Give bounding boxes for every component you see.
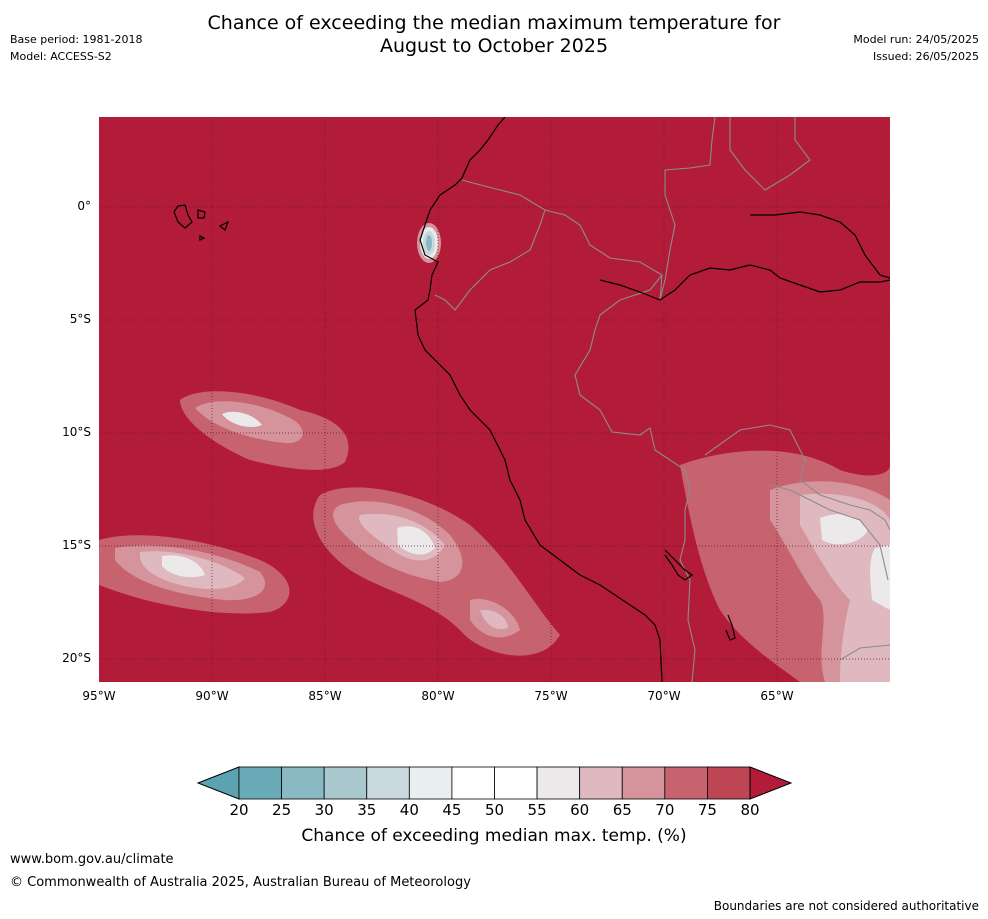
lon-label-90w: 90°W bbox=[195, 689, 229, 703]
disclaimer-text: Boundaries are not considered authoritat… bbox=[713, 899, 979, 913]
lat-label-15s: 15°S bbox=[62, 538, 91, 552]
lat-label-0: 0° bbox=[77, 199, 91, 213]
metadata-right: Model run: 24/05/2025 Issued: 26/05/2025 bbox=[853, 31, 979, 65]
lon-label-95w: 95°W bbox=[82, 689, 116, 703]
gridlines bbox=[99, 117, 890, 682]
colorbar-segment bbox=[323, 766, 368, 800]
forecast-map bbox=[99, 117, 890, 682]
colorbar-tick-label: 70 bbox=[655, 801, 675, 819]
colorbar-tick-label: 45 bbox=[442, 801, 462, 819]
contour-southwest bbox=[99, 535, 290, 614]
lat-label-20s: 20°S bbox=[62, 651, 91, 665]
colorbar-tick-label: 75 bbox=[697, 801, 717, 819]
colorbar-segment bbox=[408, 766, 453, 800]
colorbar-tick-label: 30 bbox=[314, 801, 334, 819]
colorbar-tick-label: 50 bbox=[484, 801, 505, 819]
colorbar-over-arrow bbox=[749, 766, 793, 800]
copyright-text: © Commonwealth of Australia 2025, Austra… bbox=[10, 875, 471, 890]
colorbar-segment bbox=[664, 766, 708, 800]
colorbar-tick-label: 25 bbox=[272, 801, 292, 819]
model-text: Model: ACCESS-S2 bbox=[10, 50, 112, 63]
contour-layer bbox=[99, 223, 890, 682]
colorbar-segments bbox=[238, 766, 751, 800]
colorbar-tick-label: 80 bbox=[740, 801, 760, 819]
model-run-text: Model run: 24/05/2025 bbox=[853, 33, 979, 46]
colorbar-segment bbox=[579, 766, 623, 800]
website-text: www.bom.gov.au/climate bbox=[10, 852, 174, 867]
lon-label-85w: 85°W bbox=[308, 689, 342, 703]
colorbar-tick-label: 55 bbox=[527, 801, 547, 819]
colorbar-segment bbox=[494, 766, 538, 800]
colorbar-tick-label: 35 bbox=[357, 801, 377, 819]
map-title: Chance of exceeding the median maximum t… bbox=[0, 12, 988, 58]
contour-ecuador-coast bbox=[417, 223, 441, 263]
colorbar-segment bbox=[281, 766, 325, 800]
contour-galapagos-west bbox=[180, 391, 349, 470]
colorbar-segment bbox=[238, 766, 282, 800]
colorbar-label: Chance of exceeding median max. temp. (%… bbox=[301, 826, 687, 846]
national-boundaries bbox=[434, 117, 890, 682]
colorbar-tick-label: 65 bbox=[612, 801, 632, 819]
contour-offshore-central bbox=[313, 487, 560, 656]
lon-label-65w: 65°W bbox=[760, 689, 794, 703]
base-period-text: Base period: 1981-2018 bbox=[10, 33, 143, 46]
colorbar-segment bbox=[621, 766, 666, 800]
title-line-1: Chance of exceeding the median maximum t… bbox=[207, 12, 781, 34]
colorbar-tick-label: 20 bbox=[229, 801, 249, 819]
contour-bolivia bbox=[680, 450, 890, 682]
colorbar-tick-label: 40 bbox=[399, 801, 419, 819]
colorbar-segment bbox=[707, 766, 751, 800]
lat-label-10s: 10°S bbox=[62, 425, 91, 439]
lon-label-70w: 70°W bbox=[647, 689, 681, 703]
colorbar-segment bbox=[451, 766, 495, 800]
lat-label-5s: 5°S bbox=[69, 312, 91, 326]
issued-text: Issued: 26/05/2025 bbox=[872, 50, 979, 63]
title-line-2: August to October 2025 bbox=[379, 35, 609, 57]
colorbar-segment bbox=[366, 766, 410, 800]
colorbar-under-arrow bbox=[196, 766, 240, 800]
metadata-left: Base period: 1981-2018 Model: ACCESS-S2 bbox=[10, 31, 142, 65]
lon-label-75w: 75°W bbox=[534, 689, 568, 703]
colorbar-tick-label: 60 bbox=[570, 801, 590, 819]
colorbar-segment bbox=[536, 766, 581, 800]
coastlines bbox=[173, 117, 890, 682]
lon-label-80w: 80°W bbox=[421, 689, 455, 703]
colorbar bbox=[196, 766, 793, 800]
